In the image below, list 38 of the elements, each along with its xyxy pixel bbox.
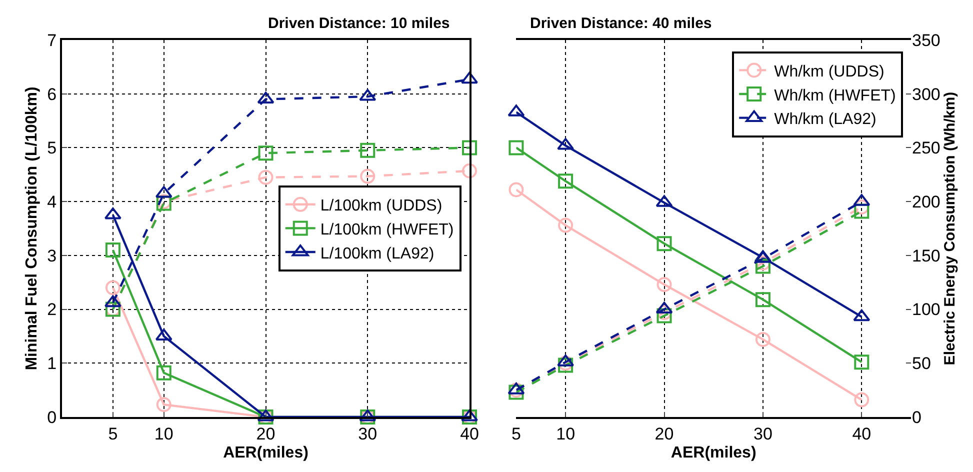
x-axis-title: AER(miles)	[223, 444, 308, 462]
y2-tick-label: 350	[912, 30, 940, 50]
y-axis-title: Minimal Fuel Consumption (L/100km)	[24, 86, 41, 370]
y-tick-label: 5	[47, 138, 57, 158]
y-tick-label: 4	[47, 192, 57, 212]
chart-title: Driven Distance: 40 miles	[530, 15, 712, 32]
y2-tick-label: 150	[912, 246, 940, 266]
x-tick-label: 20	[256, 424, 276, 444]
y2-axis-title: Electric Energy Consumption (Wh/km)	[941, 92, 958, 366]
x-tick-label: 10	[154, 424, 174, 444]
x-tick-label: 5	[511, 424, 521, 444]
y-tick-label: 2	[47, 300, 57, 320]
legend-label: Wh/km (UDDS)	[774, 63, 884, 80]
x-tick-label: 30	[753, 424, 772, 444]
y-tick-label: 7	[47, 30, 57, 50]
y2-tick-label: 250	[912, 138, 940, 158]
x-tick-label: 30	[358, 424, 378, 444]
y2-tick-label: 200	[912, 192, 940, 212]
y-tick-label: 3	[47, 246, 57, 266]
x-tick-label: 10	[556, 424, 576, 444]
y2-tick-label: 100	[912, 300, 940, 320]
y-tick-label: 1	[47, 354, 57, 374]
x-axis-title: AER(miles)	[670, 444, 756, 462]
y2-tick-label: 50	[912, 354, 931, 374]
x-tick-label: 40	[852, 424, 872, 444]
y2-tick-label: 300	[912, 84, 940, 104]
x-tick-label: 20	[654, 424, 674, 444]
legend-label: L/100km (HWFET)	[320, 221, 454, 238]
y2-tick-label: 0	[912, 408, 922, 427]
legend-label: L/100km (LA92)	[320, 245, 434, 262]
legend-label: Wh/km (HWFET)	[774, 87, 896, 104]
x-tick-label: 5	[108, 424, 118, 444]
x-tick-label: 40	[460, 424, 479, 444]
legend-label: Wh/km (LA92)	[774, 111, 876, 128]
chart-title: Driven Distance: 10 miles	[268, 15, 450, 32]
y-tick-label: 6	[47, 84, 57, 104]
legend-label: L/100km (UDDS)	[320, 198, 442, 215]
y-tick-label: 0	[47, 408, 57, 427]
